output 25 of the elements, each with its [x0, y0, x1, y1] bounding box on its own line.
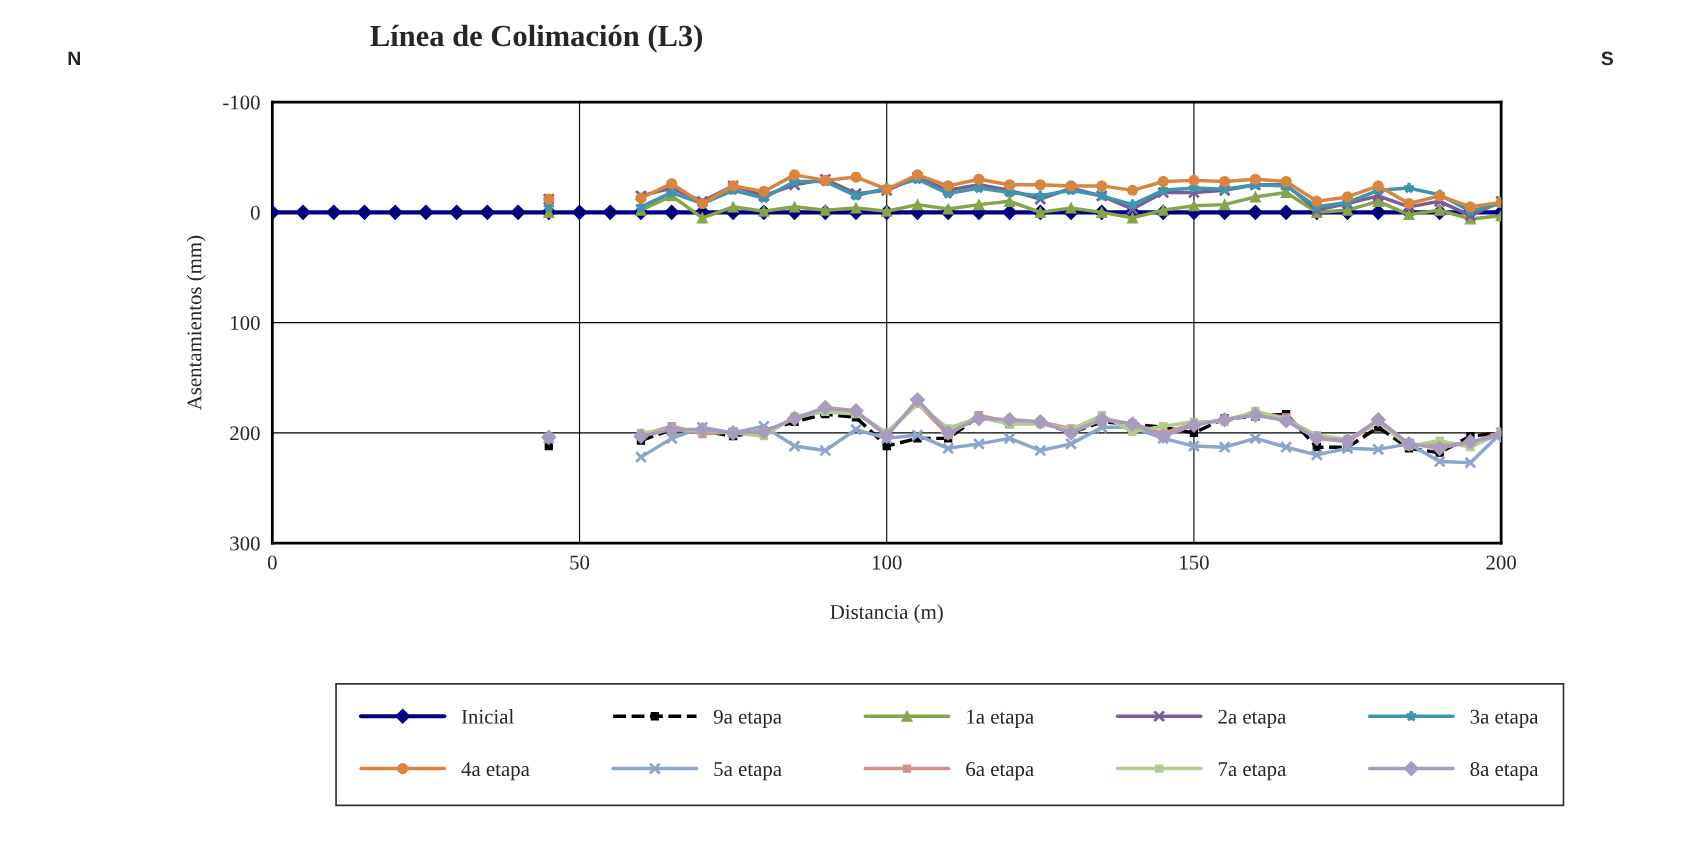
x-tick-label: 200 [1486, 555, 1516, 570]
legend-label: 8a etapa [1470, 762, 1539, 781]
y-axis-title: Asentamientos (mm) [186, 235, 206, 411]
x-tick-label: 150 [1180, 555, 1209, 570]
legend-label: 2a etapa [1218, 709, 1287, 728]
y-tick-label: 100 [231, 315, 260, 331]
y-tick-label: 0 [250, 205, 260, 220]
legend-label: 1a etapa [967, 709, 1034, 728]
legend-label: Inicial [461, 709, 514, 724]
legend-label: 5a etapa [714, 762, 782, 781]
legend-label: 7a etapa [1218, 762, 1287, 781]
legend-label: 4a etapa [461, 762, 530, 781]
text: N [68, 51, 80, 66]
x-tick-label: 0 [267, 555, 277, 570]
legend-label: 9a etapa [713, 709, 782, 728]
y-tick-label: 300 [230, 536, 260, 551]
chart-title: Línea de Colimación (L3) [370, 24, 703, 53]
legend-label: 6a etapa [966, 762, 1034, 781]
y-tick-label: 200 [230, 426, 260, 441]
x-tick-label: 50 [570, 555, 590, 570]
x-axis-title: Distancia (m) [830, 604, 943, 624]
x-tick-label: 100 [872, 555, 902, 570]
y-tick-label: -100 [223, 95, 260, 110]
text: S [1601, 51, 1613, 66]
legend-label: 3a etapa [1470, 709, 1539, 728]
